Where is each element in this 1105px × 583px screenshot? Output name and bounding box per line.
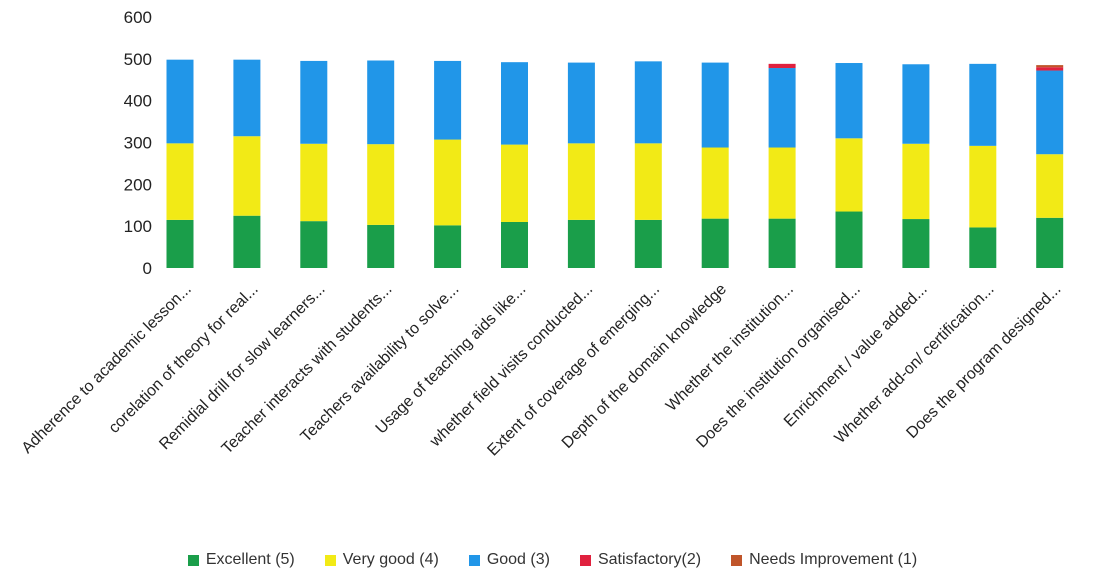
bar-segment [1036, 67, 1064, 71]
legend-item: Very good (4) [324, 551, 439, 569]
legend-label: Satisfactory(2) [597, 551, 702, 568]
legend-swatch [187, 554, 199, 566]
y-tick-label: 600 [124, 8, 152, 27]
bar-segment [1036, 70, 1064, 155]
legend-label: Needs Improvement (1) [749, 551, 918, 568]
bar-segment [233, 59, 261, 137]
bar-segment [367, 224, 395, 268]
bar-segment [300, 221, 328, 268]
bar-segment [902, 219, 930, 268]
bar-segment [300, 60, 328, 144]
y-tick-label: 400 [124, 92, 152, 111]
bar-segment [1036, 65, 1064, 68]
bar-segment [434, 60, 462, 140]
x-tick-label: Enrichment / value added... [781, 281, 931, 431]
x-axis-labels: Adherence to academic lesson...corelatio… [19, 281, 1065, 460]
bar-segment [166, 59, 194, 144]
legend-item: Needs Improvement (1) [731, 551, 917, 569]
bar-segment [300, 143, 328, 222]
bar-segment [501, 221, 528, 268]
bar-segment [634, 219, 662, 268]
bar-segment [902, 64, 930, 144]
bar-segment [166, 219, 194, 268]
bar-segment [501, 144, 528, 222]
bar-segment [166, 143, 194, 220]
bar-segment [835, 63, 863, 139]
legend-swatch [468, 554, 480, 566]
legend-swatch [324, 554, 336, 566]
bar-segment [768, 147, 796, 219]
bar-segment [1036, 154, 1064, 218]
legend-label: Good (3) [486, 551, 550, 568]
bar-segment [768, 63, 796, 69]
x-tick-label: Whether the institution... [663, 281, 797, 415]
y-axis: 0 100 200 300 400 500 600 [124, 8, 152, 278]
bar-segment [367, 60, 395, 145]
bar-segment [634, 61, 662, 144]
bar-segment [1036, 217, 1064, 268]
y-tick-label: 200 [124, 175, 152, 194]
y-tick-label: 100 [124, 217, 152, 236]
bar-segment [701, 218, 729, 268]
bar-segment [233, 136, 261, 216]
bars [166, 59, 1064, 268]
bar-segment [902, 143, 930, 220]
y-tick-label: 500 [124, 50, 152, 69]
bar-segment [835, 138, 863, 212]
bar-segment [701, 147, 729, 219]
bar-segment [233, 215, 261, 268]
bar-segment [567, 219, 595, 268]
legend-item: Satisfactory(2) [579, 551, 702, 569]
bar-segment [701, 62, 729, 148]
bar-segment [835, 211, 863, 268]
legend-item: Excellent (5) [187, 551, 295, 569]
legend-item: Good (3) [468, 551, 550, 569]
legend-label: Excellent (5) [205, 551, 295, 568]
bar-segment [434, 139, 462, 226]
legend-swatch [731, 554, 743, 566]
bar-segment [969, 63, 997, 146]
bar-segment [969, 227, 997, 268]
bar-segment [501, 62, 528, 145]
bar-segment [434, 225, 462, 268]
bar-segment [567, 62, 595, 144]
bar-segment [634, 143, 662, 220]
legend-label: Very good (4) [342, 551, 439, 568]
bar-segment [969, 145, 997, 228]
y-tick-label: 0 [143, 259, 152, 278]
bar-segment [768, 218, 796, 268]
legend: Excellent (5) Very good (4) Good (3) Satisf… [0, 551, 1105, 569]
bar-segment [768, 68, 796, 148]
bar-segment [567, 143, 595, 220]
legend-swatch [579, 554, 591, 566]
bar-segment [367, 144, 395, 225]
y-tick-label: 300 [124, 134, 152, 153]
